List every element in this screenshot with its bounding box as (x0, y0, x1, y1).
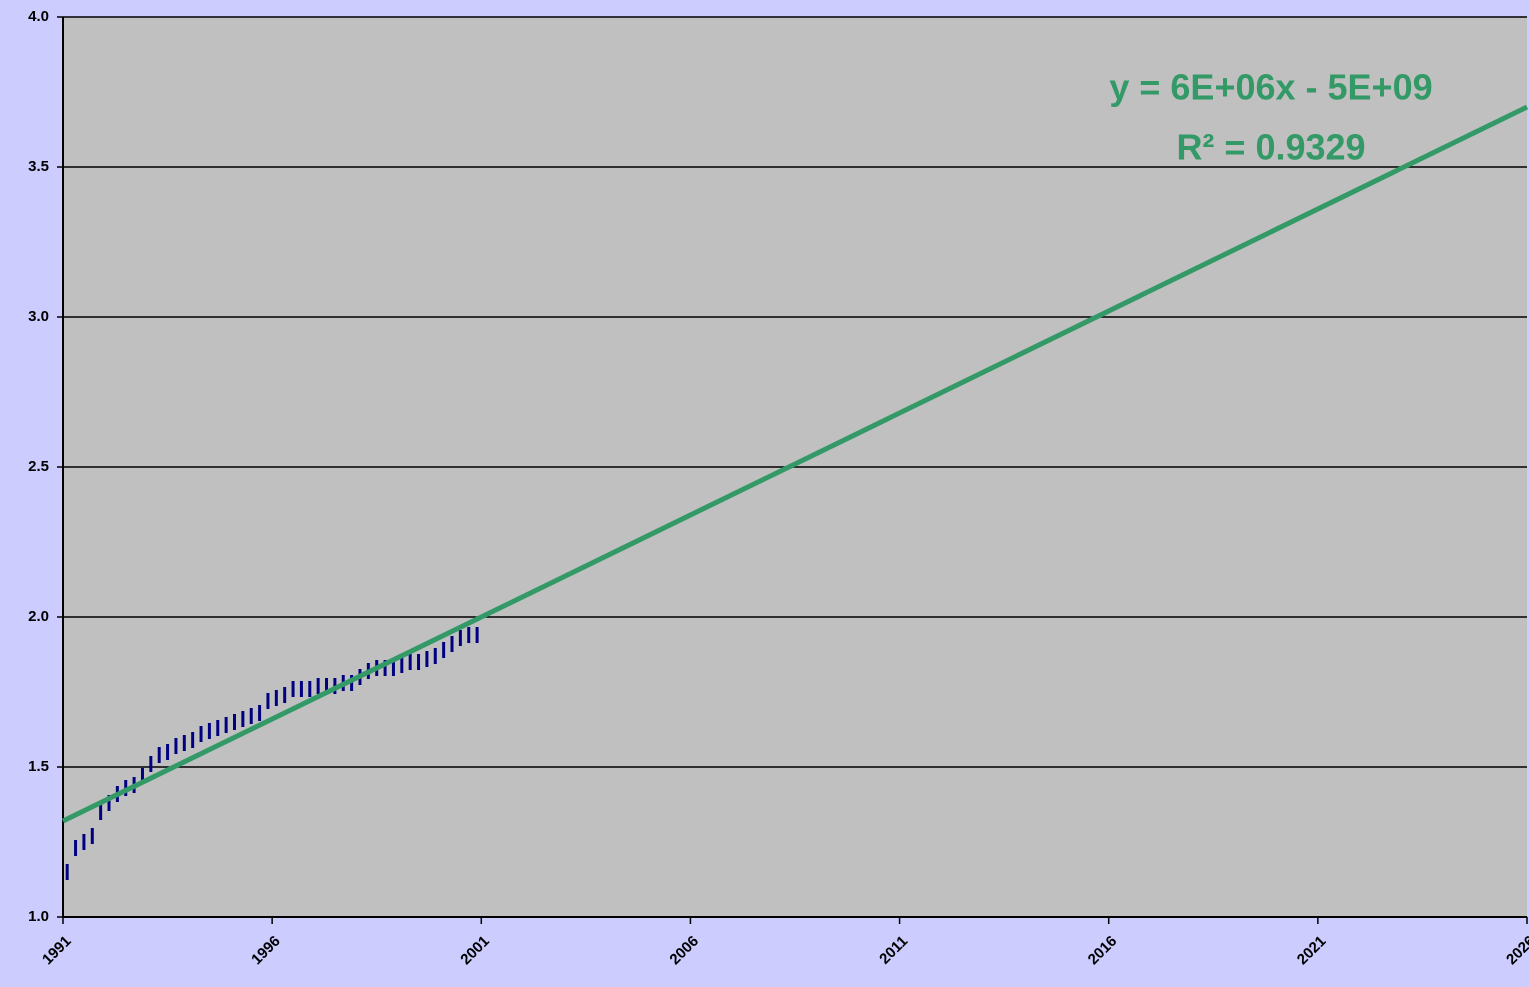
y-tick-label: 3.0 (28, 308, 49, 325)
y-tick-label: 1.5 (28, 758, 49, 775)
y-tick-label: 2.0 (28, 608, 49, 625)
x-tick-label: 2001 (457, 933, 493, 969)
x-tick-label: 2006 (666, 933, 702, 969)
x-tick-label: 1991 (39, 933, 75, 969)
y-tick-label: 4.0 (28, 8, 49, 25)
trend-line (61, 104, 1529, 824)
x-tick-label: 2021 (1294, 933, 1330, 969)
x-tick-label: 2016 (1085, 933, 1121, 969)
y-tick-label: 3.5 (28, 158, 49, 175)
y-tick-label: 1.0 (28, 908, 49, 925)
x-tick-label: 1996 (248, 933, 284, 969)
trendline-equation: R² = 0.9329 (1176, 127, 1365, 168)
x-tick-label: 2026 (1503, 933, 1529, 969)
x-tick-label: 2011 (876, 933, 911, 968)
trendline-equation: y = 6E+06x - 5E+09 (1109, 67, 1432, 108)
y-tick-label: 2.5 (28, 458, 49, 475)
